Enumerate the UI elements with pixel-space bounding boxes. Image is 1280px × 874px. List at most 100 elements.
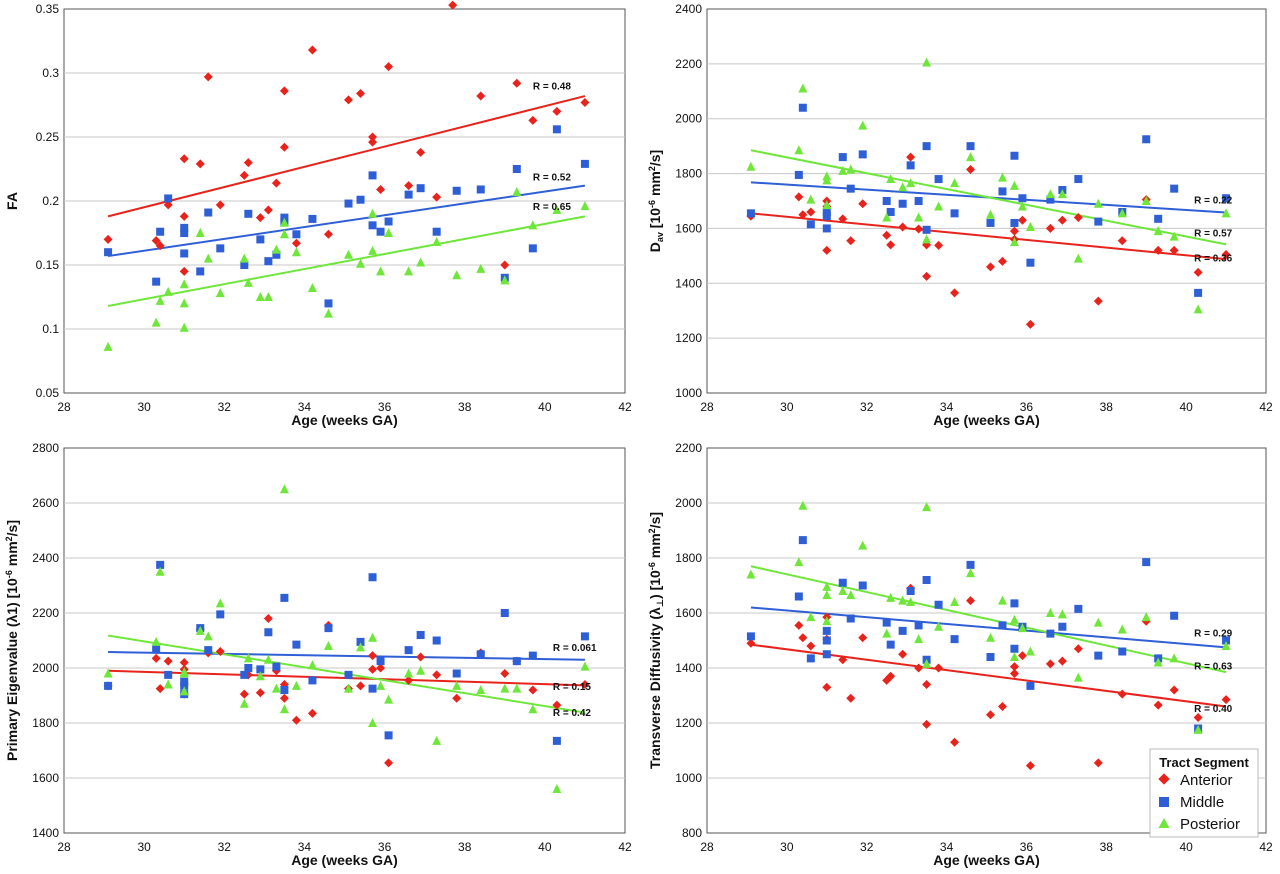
y-axis-label-part: D: [647, 242, 663, 252]
point-posterior: [323, 308, 333, 318]
y-tick-label: 1000: [675, 771, 702, 785]
point-middle: [264, 628, 273, 637]
point-anterior: [1193, 267, 1203, 277]
point-anterior: [1057, 656, 1067, 666]
point-middle: [476, 185, 485, 194]
point-posterior: [922, 502, 932, 512]
point-posterior: [1025, 222, 1035, 232]
point-posterior: [552, 784, 562, 793]
y-axis-label: Transverse Diffusivity (λ⊥) [10-6 mm2/s]: [647, 512, 665, 769]
point-middle: [1018, 194, 1027, 203]
y-tick-label: 1800: [675, 551, 702, 565]
y-tick-label: 0.3: [42, 66, 59, 80]
point-middle: [1194, 288, 1203, 297]
point-middle: [324, 624, 333, 633]
point-middle: [1170, 611, 1179, 620]
point-middle: [794, 592, 803, 601]
point-anterior: [580, 680, 590, 689]
point-posterior: [966, 152, 976, 162]
point-anterior: [906, 152, 916, 162]
point-middle: [164, 194, 173, 203]
point-middle: [156, 560, 165, 569]
point-anterior: [794, 620, 804, 630]
point-middle: [1010, 644, 1019, 653]
point-posterior: [179, 279, 189, 289]
point-posterior: [500, 683, 510, 693]
point-posterior: [922, 234, 932, 244]
x-tick-label: 42: [618, 840, 632, 854]
point-posterior: [307, 660, 317, 670]
point-anterior: [528, 115, 538, 125]
point-posterior: [846, 164, 856, 174]
point-middle: [882, 197, 891, 205]
point-anterior: [356, 681, 366, 691]
y-axis-label-part: Transverse Diffusivity (λ: [647, 607, 663, 769]
point-anterior: [794, 192, 804, 202]
point-anterior: [1117, 236, 1127, 246]
point-posterior: [368, 245, 378, 255]
y-axis-label-part: mm: [647, 171, 663, 200]
y-axis-label-part: mm: [4, 541, 20, 570]
point-anterior: [239, 170, 249, 180]
point-posterior: [528, 704, 538, 714]
point-middle: [528, 651, 537, 660]
point-middle: [264, 257, 273, 266]
point-posterior: [822, 616, 832, 626]
point-middle: [886, 207, 895, 216]
point-middle: [858, 581, 867, 590]
point-middle: [152, 644, 161, 653]
point-anterior: [432, 670, 442, 680]
x-tick-label: 36: [378, 400, 392, 414]
point-anterior: [846, 693, 856, 703]
point-posterior: [356, 258, 366, 268]
point-middle: [906, 587, 915, 595]
point-anterior: [966, 164, 976, 174]
point-anterior: [179, 266, 189, 276]
point-anterior: [1221, 695, 1231, 705]
point-anterior: [806, 207, 816, 217]
point-posterior: [1141, 196, 1151, 205]
point-middle: [1154, 214, 1163, 223]
point-posterior: [215, 288, 225, 298]
legend: Tract Segment Anterior Middle Posterior: [1149, 748, 1259, 838]
point-anterior: [1153, 245, 1163, 255]
point-middle: [476, 650, 485, 659]
point-anterior: [368, 664, 378, 674]
point-anterior: [552, 106, 562, 116]
point-middle: [1046, 629, 1055, 638]
point-middle: [998, 621, 1007, 630]
x-tick-label: 28: [700, 840, 714, 854]
y-tick-label: 1800: [32, 716, 59, 730]
point-posterior: [822, 581, 832, 591]
y-axis-label-part: 2: [647, 528, 657, 533]
point-middle: [452, 669, 461, 678]
point-anterior: [1153, 700, 1163, 710]
point-anterior: [914, 663, 924, 673]
point-anterior: [822, 245, 832, 255]
point-posterior: [1057, 189, 1067, 199]
point-middle: [934, 600, 943, 609]
point-posterior: [838, 165, 848, 175]
point-anterior: [384, 758, 394, 768]
point-anterior: [1009, 669, 1019, 678]
point-posterior: [1117, 208, 1127, 218]
x-tick-label: 34: [940, 400, 954, 414]
point-anterior: [1025, 319, 1035, 329]
legend-marker-posterior: [1158, 818, 1170, 828]
point-posterior: [886, 592, 896, 602]
point-posterior: [746, 569, 756, 579]
point-posterior: [1141, 612, 1151, 622]
point-posterior: [279, 217, 289, 227]
x-tick-label: 28: [57, 840, 71, 854]
point-middle: [356, 195, 365, 204]
point-anterior: [432, 192, 442, 202]
point-posterior: [858, 540, 868, 550]
point-posterior: [476, 685, 486, 694]
point-posterior: [512, 187, 522, 197]
point-anterior: [1017, 215, 1027, 225]
point-posterior: [1169, 231, 1179, 241]
point-middle: [452, 186, 461, 195]
point-anterior: [179, 211, 189, 221]
point-anterior: [1169, 685, 1179, 695]
x-tick-label: 40: [538, 400, 552, 414]
